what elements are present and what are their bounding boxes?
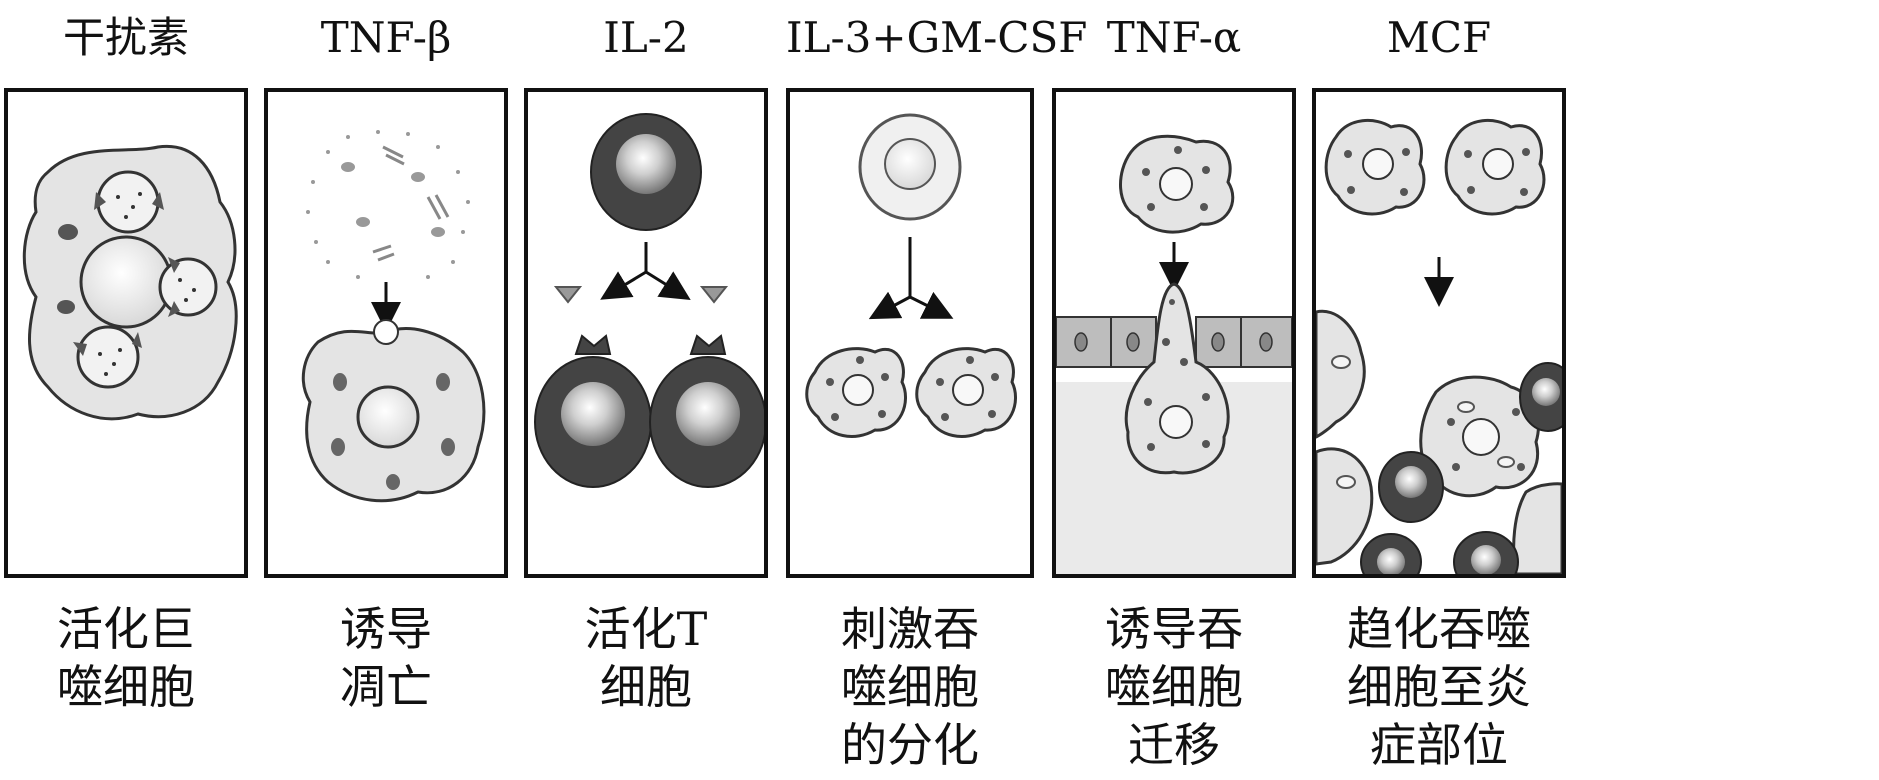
panel-title: TNF-β <box>320 13 452 62</box>
apoptotic-cell-fragments <box>306 130 470 279</box>
activated-t-cell <box>534 334 652 488</box>
precursor-cell <box>858 113 962 221</box>
illustration-t-cell-activation <box>524 88 768 578</box>
t-cell-activation-illustration <box>534 113 764 488</box>
panel-title: TNF-α <box>1106 13 1242 62</box>
illustration-apoptosis <box>264 88 508 578</box>
ingested-particle <box>158 257 218 317</box>
ingested-particle <box>94 170 164 234</box>
migrating-phagocyte <box>1324 118 1426 216</box>
endothelial-layer <box>1056 316 1292 368</box>
differentiated-phagocyte <box>805 347 908 438</box>
illustration-phagocyte-differentiation <box>786 88 1034 578</box>
ingested-particle <box>73 325 142 389</box>
activated-t-cell <box>649 334 764 488</box>
illustration-activated-macrophage <box>4 88 248 578</box>
migration-illustration <box>1056 134 1292 574</box>
migrating-phagocyte <box>1119 134 1235 234</box>
panel-il-3-gm-csf: IL-3+GM-CSF 刺激吞 噬细胞 的分化 <box>786 0 1088 780</box>
panel-mcf <box>1572 0 1872 780</box>
panel-tnf-alpha: TNF-α <box>1052 0 1296 780</box>
panel-caption: 活化巨 噬细胞 <box>57 602 195 714</box>
panel-caption: 活化T 细胞 <box>584 602 708 714</box>
illustration-chemotaxis <box>1312 88 1566 578</box>
panel-caption: 诱导吞 噬细胞 迁移 <box>1105 602 1243 772</box>
transmigrating-phagocyte <box>1124 282 1230 475</box>
panel-title: 干扰素 <box>62 13 189 62</box>
inflammatory-site <box>1316 309 1562 574</box>
resting-t-cell <box>590 113 702 231</box>
chemotaxis-illustration <box>1316 118 1562 574</box>
panel-caption: 趋化吞噬 细胞至炎 症部位 <box>1347 602 1531 772</box>
panel-title: IL-3+GM-CSF <box>786 13 1088 62</box>
illustration-phagocyte-migration <box>1052 88 1296 578</box>
differentiated-phagocyte <box>915 347 1018 438</box>
panel-interferon: 干扰素 活化巨 噬细胞 <box>4 0 248 780</box>
panel-title: IL-2 <box>603 13 689 62</box>
differentiation-illustration <box>805 113 1018 438</box>
panel-caption: 诱导 凋亡 <box>340 602 432 714</box>
macrophage-illustration <box>22 144 238 421</box>
apoptosis-illustration <box>301 130 486 503</box>
migrating-phagocyte <box>1444 118 1546 216</box>
panel-tnf-beta: TNF-β 诱导 凋亡 <box>264 0 508 780</box>
panel-caption: 刺激吞 噬细胞 的分化 <box>841 602 979 772</box>
panel-title: MCF <box>1386 13 1492 62</box>
panel-il-2: IL-2 活化T 细胞 <box>524 0 768 780</box>
